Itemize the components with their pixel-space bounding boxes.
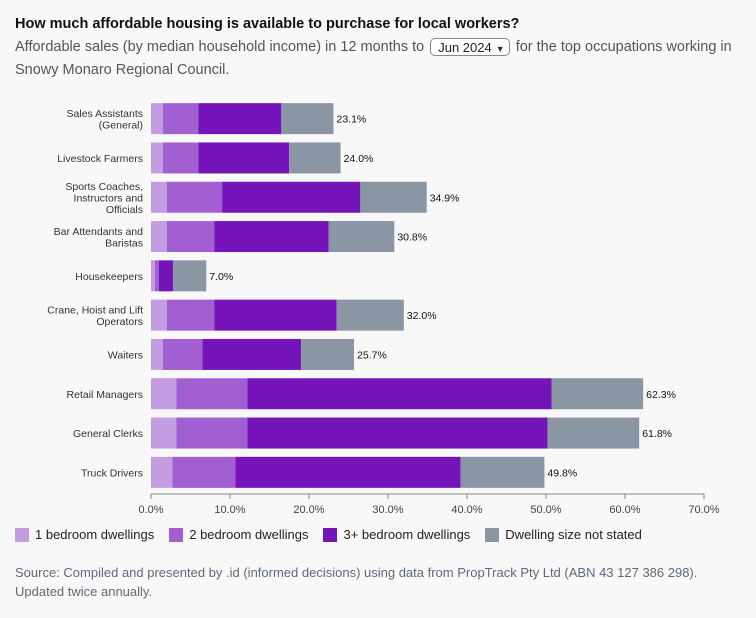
bar-segment (222, 181, 361, 213)
source-note: Source: Compiled and presented by .id (i… (15, 565, 698, 599)
bar-segment (166, 181, 223, 213)
legend-label: 2 bedroom dwellings (189, 527, 309, 542)
legend-item[interactable]: Dwelling size not stated (485, 527, 642, 542)
legend-item[interactable]: 2 bedroom dwellings (169, 527, 308, 542)
category-label: Housekeepers (75, 271, 143, 283)
bar-segment (151, 338, 163, 370)
x-tick-label: 60.0% (609, 504, 640, 516)
bar-segment (172, 456, 236, 488)
bar-segment (247, 378, 552, 410)
category-label: Sales Assistants (General) (67, 108, 143, 131)
category-label: Retail Managers (67, 389, 143, 401)
category-label: Waiters (108, 349, 143, 361)
bar-segment (551, 378, 644, 410)
bar-segment (151, 417, 177, 449)
data-label: 23.1% (336, 114, 366, 126)
bar-segment (328, 221, 395, 253)
legend-label: 3+ bedroom dwellings (343, 527, 471, 542)
legend-swatch (15, 527, 29, 542)
bar-segment (235, 456, 461, 488)
bar-segment (151, 260, 155, 292)
data-label: 25.7% (357, 349, 387, 361)
bar-segment (151, 142, 163, 174)
bar-segment (162, 142, 199, 174)
period-select[interactable]: Jun 2024 ▼ (430, 38, 510, 57)
bar-segment (151, 221, 167, 253)
x-tick-label: 30.0% (372, 504, 403, 516)
x-tick-label: 40.0% (451, 504, 482, 516)
chevron-down-icon: ▼ (495, 44, 505, 55)
chart-legend: 1 bedroom dwellings 2 bedroom dwellings 3+… (15, 527, 642, 542)
x-tick-label: 10.0% (214, 504, 245, 516)
subtitle-after: for the top occupations working in Snowy… (15, 39, 732, 78)
data-label: 34.9% (430, 192, 460, 204)
category-label: Bar Attendants and Baristas (54, 226, 143, 250)
subtitle-before: Affordable sales (by median household in… (15, 39, 425, 55)
bar-segment (176, 378, 248, 410)
category-label: General Clerks (73, 428, 143, 440)
category-label: Livestock Farmers (57, 153, 143, 165)
bar-segment (547, 417, 640, 449)
bar-segment (202, 338, 302, 370)
bar-segment (151, 456, 173, 488)
data-label: 7.0% (209, 271, 233, 283)
bar-segment (214, 221, 329, 253)
data-label: 61.8% (642, 428, 672, 440)
bar-segment (162, 338, 203, 370)
legend-swatch (323, 527, 338, 542)
x-tick-label: 20.0% (293, 504, 324, 516)
bar-segment (158, 260, 174, 292)
data-label: 24.0% (344, 153, 374, 165)
bar-segment (151, 299, 167, 331)
period-select-value: Jun 2024 (438, 40, 492, 56)
category-label: Truck Drivers (81, 467, 143, 479)
x-tick-label: 0.0% (138, 504, 163, 516)
category-label: Sports Coaches, Instructors and Officials (65, 181, 143, 216)
data-label: 62.3% (646, 389, 676, 401)
data-label: 32.0% (407, 310, 437, 322)
legend-swatch (485, 527, 500, 542)
bar-segment (360, 181, 427, 213)
data-label: 30.8% (397, 232, 427, 244)
bar-segment (460, 456, 545, 488)
bar-segment (289, 142, 341, 174)
bar-segment (281, 103, 334, 135)
stacked-bar-chart: Sales Assistants (General) 23.1% Livestock … (47, 103, 720, 516)
data-label: 49.8% (547, 467, 577, 479)
chart-subtitle: Affordable sales (by median household in… (15, 36, 743, 82)
legend-label: Dwelling size not stated (505, 527, 642, 542)
legend-item[interactable]: 3+ bedroom dwellings (323, 527, 470, 542)
legend-item[interactable]: 1 bedroom dwellings (15, 527, 154, 542)
legend-label: 1 bedroom dwellings (35, 527, 155, 542)
bar-segment (176, 417, 248, 449)
bar-segment (154, 260, 159, 292)
bar-segment (173, 260, 207, 292)
bar-segment (214, 299, 337, 331)
x-tick-label: 70.0% (688, 504, 719, 516)
bar-segment (151, 103, 163, 135)
bar-segment (198, 142, 290, 174)
bar-segment (336, 299, 404, 331)
bar-segment (151, 378, 177, 410)
bar-segment (151, 181, 167, 213)
bar-segment (166, 221, 215, 253)
bar-segment (198, 103, 282, 135)
bar-segment (162, 103, 199, 135)
bar-segment (301, 338, 355, 370)
category-label: Crane, Hoist and Lift Operators (47, 304, 143, 328)
x-tick-label: 50.0% (530, 504, 561, 516)
legend-swatch (169, 527, 184, 542)
bar-segment (247, 417, 548, 449)
bar-segment (166, 299, 215, 331)
chart-title: How much affordable housing is available… (15, 16, 520, 32)
